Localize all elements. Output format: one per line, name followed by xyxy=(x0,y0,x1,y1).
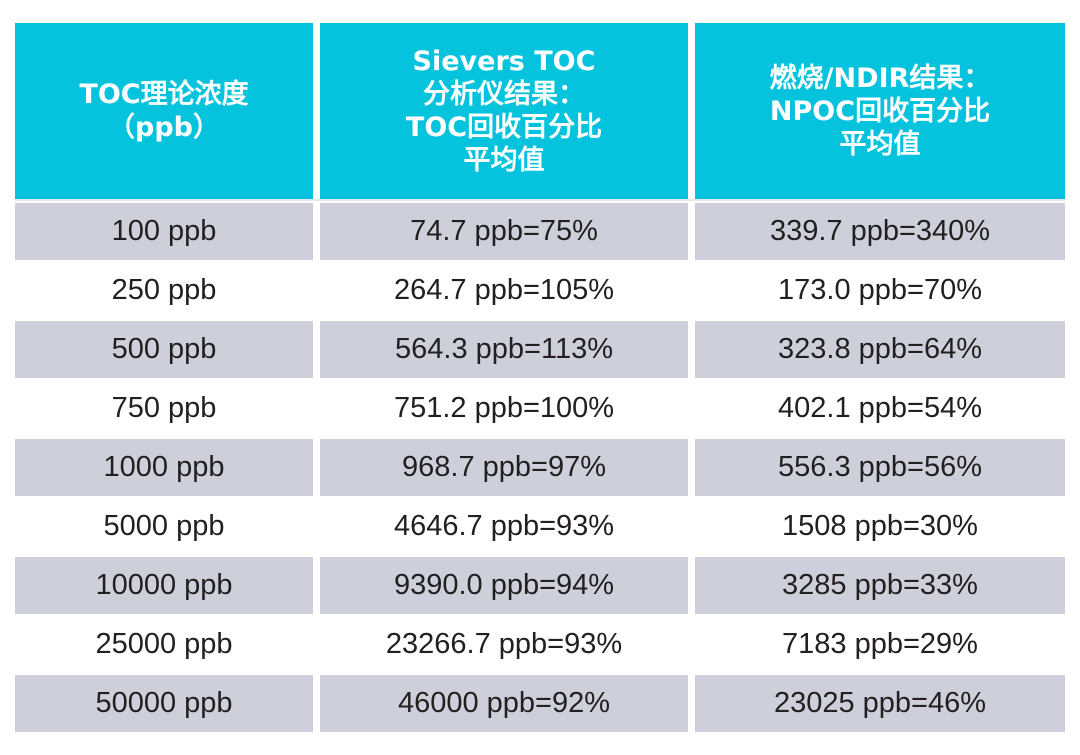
cell-ndir: 23025 ppb=46% xyxy=(695,675,1065,732)
cell-sievers: 751.2 ppb=100% xyxy=(320,380,688,437)
recovery-table: TOC理论浓度 （ppb） Sievers TOC 分析仪结果： TOC回收百分… xyxy=(15,23,1065,732)
cell-ndir: 7183 ppb=29% xyxy=(695,616,1065,673)
cell-ndir: 556.3 ppb=56% xyxy=(695,439,1065,496)
table-row: 1000 ppb 968.7 ppb=97% 556.3 ppb=56% xyxy=(15,439,1065,496)
cell-theoretical: 5000 ppb xyxy=(15,498,313,555)
cell-sievers: 46000 ppb=92% xyxy=(320,675,688,732)
cell-sievers: 4646.7 ppb=93% xyxy=(320,498,688,555)
header-combustion-ndir-recovery: 燃烧/NDIR结果： NPOC回收百分比 平均值 xyxy=(695,23,1065,199)
table-row: 750 ppb 751.2 ppb=100% 402.1 ppb=54% xyxy=(15,380,1065,437)
cell-theoretical: 250 ppb xyxy=(15,262,313,319)
cell-sievers: 23266.7 ppb=93% xyxy=(320,616,688,673)
table-row: 50000 ppb 46000 ppb=92% 23025 ppb=46% xyxy=(15,675,1065,732)
table-row: 500 ppb 564.3 ppb=113% 323.8 ppb=64% xyxy=(15,321,1065,378)
cell-ndir: 173.0 ppb=70% xyxy=(695,262,1065,319)
cell-sievers: 264.7 ppb=105% xyxy=(320,262,688,319)
cell-ndir: 1508 ppb=30% xyxy=(695,498,1065,555)
cell-theoretical: 10000 ppb xyxy=(15,557,313,614)
header-theoretical-concentration: TOC理论浓度 （ppb） xyxy=(15,23,313,199)
cell-ndir: 323.8 ppb=64% xyxy=(695,321,1065,378)
cell-sievers: 564.3 ppb=113% xyxy=(320,321,688,378)
cell-theoretical: 100 ppb xyxy=(15,203,313,260)
cell-sievers: 968.7 ppb=97% xyxy=(320,439,688,496)
cell-theoretical: 1000 ppb xyxy=(15,439,313,496)
table-row: 25000 ppb 23266.7 ppb=93% 7183 ppb=29% xyxy=(15,616,1065,673)
cell-sievers: 9390.0 ppb=94% xyxy=(320,557,688,614)
table-row: 250 ppb 264.7 ppb=105% 173.0 ppb=70% xyxy=(15,262,1065,319)
cell-theoretical: 25000 ppb xyxy=(15,616,313,673)
cell-ndir: 3285 ppb=33% xyxy=(695,557,1065,614)
header-sievers-toc-recovery: Sievers TOC 分析仪结果： TOC回收百分比 平均值 xyxy=(320,23,688,199)
cell-sievers: 74.7 ppb=75% xyxy=(320,203,688,260)
table-header-row: TOC理论浓度 （ppb） Sievers TOC 分析仪结果： TOC回收百分… xyxy=(15,23,1065,201)
table-row: 10000 ppb 9390.0 ppb=94% 3285 ppb=33% xyxy=(15,557,1065,614)
cell-theoretical: 750 ppb xyxy=(15,380,313,437)
table-row: 5000 ppb 4646.7 ppb=93% 1508 ppb=30% xyxy=(15,498,1065,555)
cell-ndir: 402.1 ppb=54% xyxy=(695,380,1065,437)
cell-theoretical: 50000 ppb xyxy=(15,675,313,732)
table-row: 100 ppb 74.7 ppb=75% 339.7 ppb=340% xyxy=(15,203,1065,260)
cell-theoretical: 500 ppb xyxy=(15,321,313,378)
cell-ndir: 339.7 ppb=340% xyxy=(695,203,1065,260)
